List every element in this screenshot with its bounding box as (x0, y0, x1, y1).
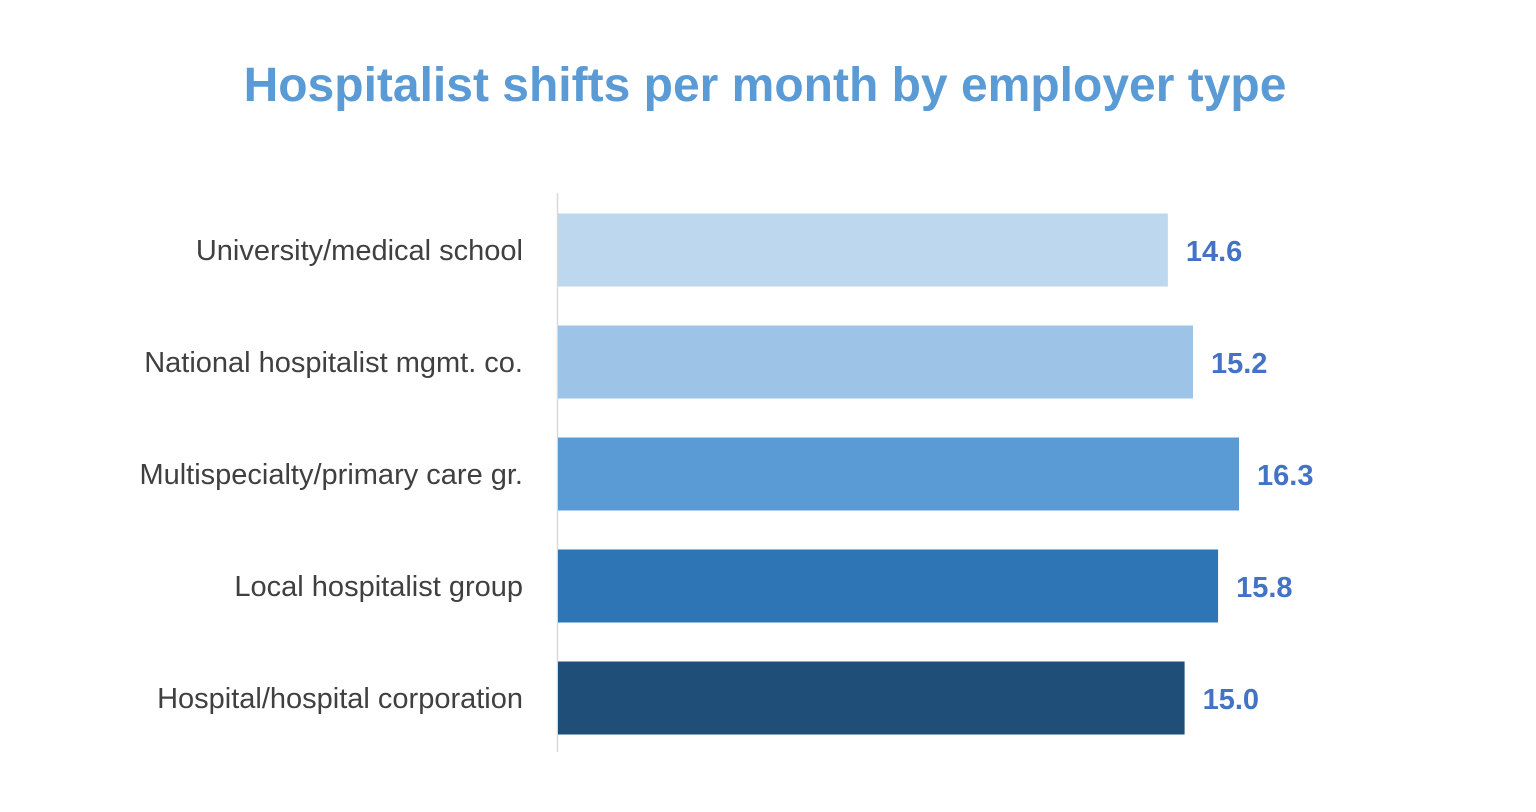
chart-title: Hospitalist shifts per month by employer… (243, 59, 1287, 112)
value-label: 15.0 (1203, 684, 1259, 716)
category-label: National hospitalist mgmt. co. (144, 347, 523, 379)
bar (558, 549, 1219, 623)
value-label: 15.2 (1211, 348, 1267, 380)
category-label: Local hospitalist group (234, 571, 523, 603)
value-label: 16.3 (1257, 460, 1313, 492)
category-label: University/medical school (196, 235, 523, 267)
category-label: Multispecialty/primary care gr. (139, 459, 523, 491)
bar (558, 325, 1193, 399)
value-label: 14.6 (1186, 236, 1242, 268)
bar (558, 661, 1185, 735)
bar (558, 437, 1239, 511)
category-label: Hospital/hospital corporation (157, 683, 523, 715)
bar (558, 213, 1168, 287)
value-label: 15.8 (1236, 572, 1292, 604)
